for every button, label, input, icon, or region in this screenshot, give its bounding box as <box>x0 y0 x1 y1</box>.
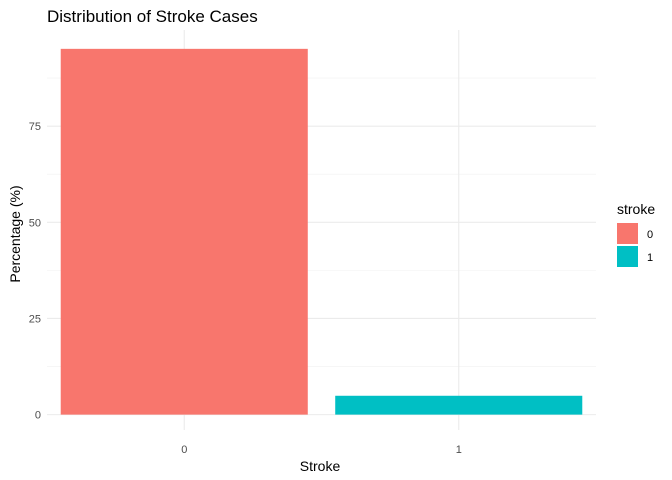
y-axis-title: Percentage (%) <box>7 185 23 282</box>
y-tick-label: 0 <box>35 410 41 422</box>
x-tick-label: 1 <box>456 444 462 456</box>
legend-title: stroke <box>617 201 655 217</box>
y-axis-ticks: 0 25 50 75 <box>29 121 41 421</box>
bar-1 <box>335 395 583 415</box>
chart-title: Distribution of Stroke Cases <box>47 7 258 26</box>
x-tick-label: 0 <box>181 444 187 456</box>
y-tick-label: 75 <box>29 121 41 133</box>
y-tick-label: 25 <box>29 313 41 325</box>
legend: stroke 0 1 <box>617 201 655 267</box>
legend-label: 0 <box>647 229 653 241</box>
legend-key-0 <box>617 223 638 244</box>
bars <box>60 48 583 415</box>
y-tick-label: 50 <box>29 217 41 229</box>
x-axis-title: Stroke <box>300 458 341 474</box>
legend-key-1 <box>617 246 638 267</box>
bar-0 <box>60 48 308 415</box>
legend-label: 1 <box>647 252 653 264</box>
